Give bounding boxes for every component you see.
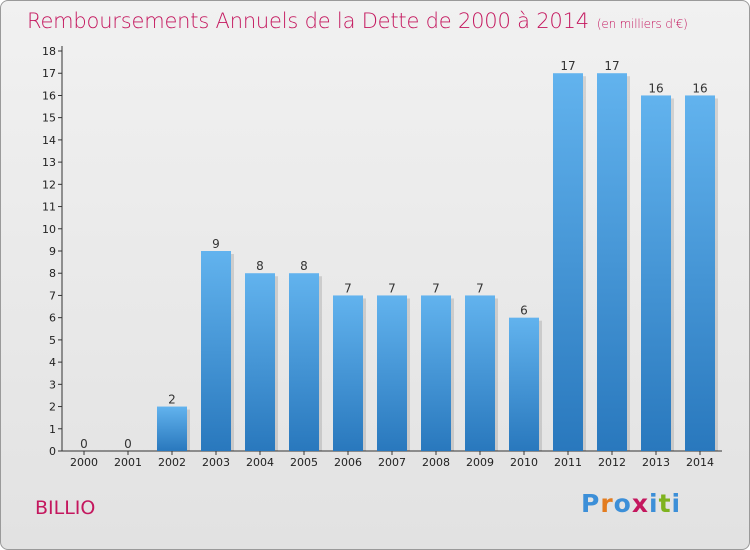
data-label: 16	[692, 81, 707, 95]
data-label: 6	[520, 304, 528, 318]
y-tick-label: 11	[42, 201, 56, 214]
logo-letter: r	[600, 489, 614, 518]
data-label: 7	[476, 281, 484, 295]
logo-letter: o	[613, 489, 632, 518]
x-tick-label: 2003	[202, 456, 230, 469]
bar-2012	[597, 73, 627, 451]
data-label: 0	[124, 437, 132, 451]
y-tick-label: 8	[49, 267, 56, 280]
logo-letter: P	[581, 489, 601, 518]
y-tick-label: 9	[49, 245, 56, 258]
logo-letter: t	[658, 489, 672, 518]
x-tick-label: 2009	[466, 456, 494, 469]
data-label: 9	[212, 237, 220, 251]
bar-2002	[157, 406, 187, 451]
x-tick-label: 2002	[158, 456, 186, 469]
commune-name: BILLIO	[35, 497, 96, 519]
y-tick-label: 4	[49, 356, 56, 369]
y-tick-label: 0	[49, 445, 56, 458]
x-tick-label: 2008	[422, 456, 450, 469]
bar-2008	[421, 295, 451, 451]
data-label: 0	[80, 437, 88, 451]
y-tick-label: 10	[42, 223, 56, 236]
y-tick-label: 2	[49, 401, 56, 414]
logo-letter: i	[671, 489, 682, 518]
x-tick-label: 2013	[642, 456, 670, 469]
data-label: 7	[344, 281, 352, 295]
bar-2009	[465, 295, 495, 451]
x-tick-label: 2012	[598, 456, 626, 469]
data-label: 7	[432, 281, 440, 295]
bar-2014	[685, 95, 715, 451]
bar-2007	[377, 295, 407, 451]
y-tick-label: 13	[42, 156, 56, 169]
y-tick-label: 15	[42, 112, 56, 125]
y-tick-label: 16	[42, 89, 56, 102]
x-tick-label: 2011	[554, 456, 582, 469]
y-tick-label: 18	[42, 45, 56, 58]
chart-subtitle: (en milliers d'€)	[596, 17, 688, 31]
data-label: 17	[560, 59, 575, 73]
bar-2013	[641, 95, 671, 451]
data-label: 8	[300, 259, 308, 273]
y-tick-label: 1	[49, 423, 56, 436]
x-tick-label: 2001	[114, 456, 142, 469]
proxiti-logo: Proxiti	[581, 489, 681, 518]
bar-2006	[333, 295, 363, 451]
y-tick-label: 5	[49, 334, 56, 347]
bar-2011	[553, 73, 583, 451]
data-label: 17	[604, 59, 619, 73]
bar-2004	[245, 273, 275, 451]
y-tick-label: 14	[42, 134, 56, 147]
data-label: 2	[168, 393, 176, 407]
x-tick-label: 2004	[246, 456, 274, 469]
bar-2010	[509, 317, 539, 451]
data-label: 16	[648, 81, 663, 95]
chart-bars: 0 0 2 9 8 8 7 7 7 7 6 17 17 16 16	[80, 59, 718, 451]
x-tick-label: 2005	[290, 456, 318, 469]
y-tick-label: 12	[42, 178, 56, 191]
x-tick-label: 2000	[70, 456, 98, 469]
y-tick-label: 17	[42, 67, 56, 80]
data-label: 8	[256, 259, 264, 273]
x-tick-label: 2010	[510, 456, 538, 469]
logo-letter: i	[649, 489, 659, 518]
bar-2005	[289, 273, 319, 451]
y-tick-label: 6	[49, 312, 56, 325]
chart-title: Remboursements Annuels de la Dette de 20…	[27, 9, 688, 33]
data-label: 7	[388, 281, 396, 295]
bar-2003	[201, 251, 231, 451]
x-tick-label: 2007	[378, 456, 406, 469]
logo-letter: x	[631, 489, 649, 518]
x-tick-label: 2006	[334, 456, 362, 469]
x-tick-label: 2014	[686, 456, 714, 469]
y-tick-label: 7	[49, 289, 56, 302]
chart-title-text: Remboursements Annuels de la Dette de 20…	[27, 9, 589, 33]
y-tick-label: 3	[49, 378, 56, 391]
